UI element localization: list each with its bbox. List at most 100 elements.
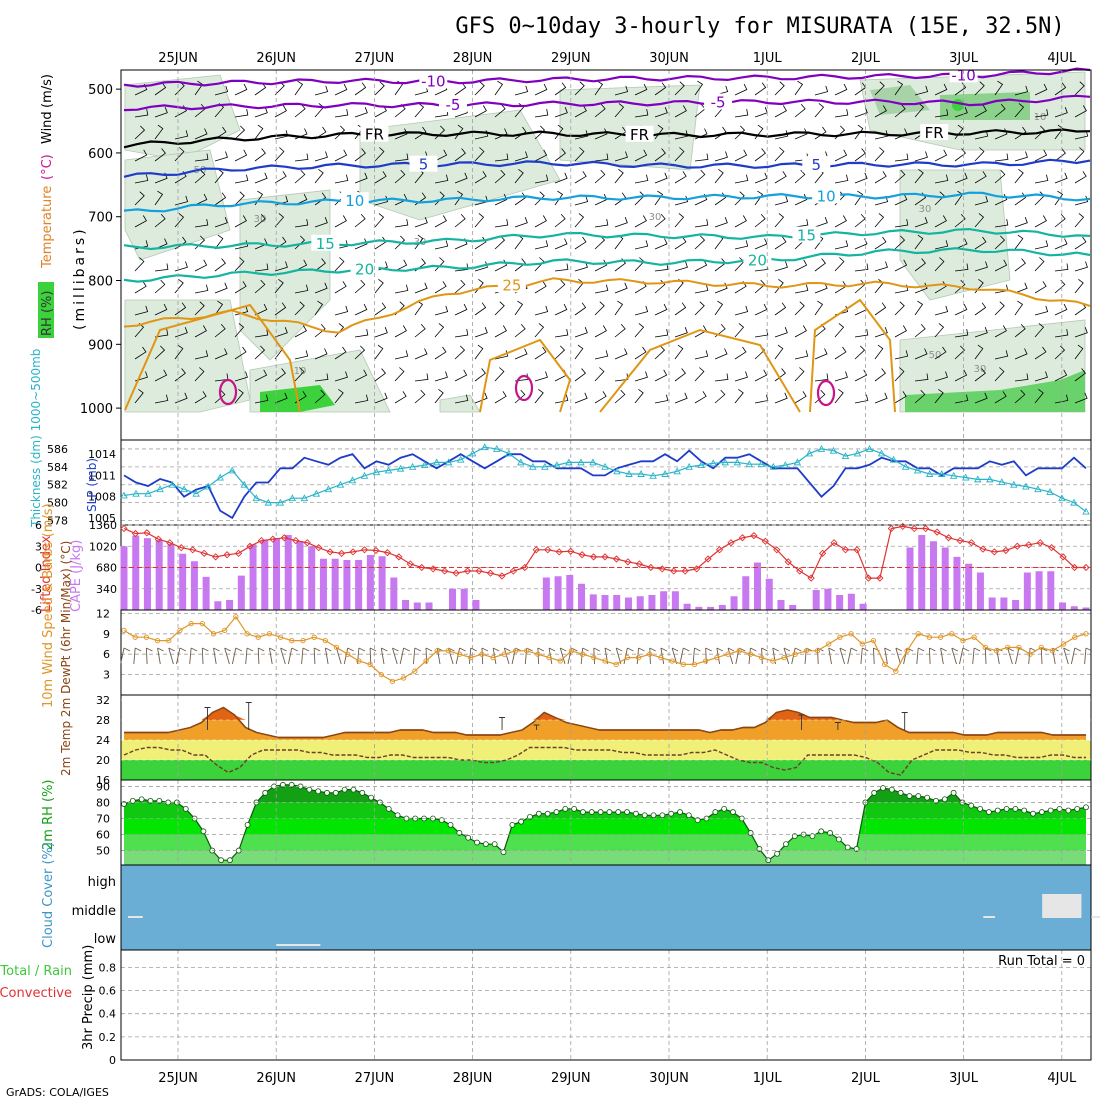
wind-barb (674, 195, 689, 206)
wind-barb-10m (287, 647, 298, 665)
wind-barb (1014, 103, 1025, 118)
wind-barb (514, 85, 529, 96)
wind-barb (174, 344, 184, 360)
contour-label-bg (920, 124, 949, 141)
wind-barb (1054, 148, 1066, 162)
wind-barb (554, 148, 566, 162)
wind-speed-point (736, 648, 742, 654)
lifted-index-point (498, 572, 506, 580)
wind-barb (594, 391, 607, 404)
wind-barb (974, 81, 985, 96)
wind-barb (634, 174, 649, 184)
wind-barb (914, 373, 929, 382)
wind-barb (314, 217, 328, 228)
wind-barb-10m (380, 647, 388, 665)
date-label-top: 1JUL (753, 51, 783, 66)
upper-millibars-label: (millibars) (72, 226, 88, 330)
thickness-point (240, 480, 249, 488)
run-total-label: Run Total = 0 (998, 954, 1085, 969)
wind-barb (474, 344, 484, 360)
wind-barb (914, 234, 924, 250)
slp-line (123, 449, 1087, 520)
wind-speed-point (680, 661, 686, 668)
cape-bar (613, 595, 621, 610)
wind-barb (1014, 348, 1028, 360)
cape-bar (777, 600, 785, 610)
wind-barb-10m (369, 647, 377, 665)
cape-bar (542, 577, 550, 610)
wind-speed-point (770, 658, 776, 664)
pressure-tick-label: 800 (88, 275, 113, 290)
cape-bar (343, 560, 351, 610)
lifted-index-point (876, 574, 884, 582)
thickness-point (613, 467, 621, 475)
wind-barb (1054, 369, 1068, 382)
rh-tick-label: 70 (96, 812, 110, 825)
lifted-index-point (395, 553, 403, 561)
wind-barb (1014, 151, 1028, 162)
wind-speed-point (870, 637, 877, 644)
temperature-contour-label: -10 (421, 72, 446, 90)
wind-barb (294, 153, 309, 162)
temp-whisker (798, 714, 805, 730)
wind-barb (134, 125, 146, 140)
wind-barb (494, 350, 509, 360)
wind-tick-label: 6 (103, 648, 110, 661)
pressure-tick-label: 1000 (80, 402, 113, 417)
rh-point (262, 789, 269, 796)
wind-barb (494, 104, 506, 118)
wind-barb (734, 109, 749, 118)
wind-speed-point (546, 654, 552, 661)
wind-barb (774, 81, 785, 96)
wind-barb-10m (593, 647, 601, 665)
wind-barb (514, 373, 529, 382)
date-label-bottom: 27JUN (355, 1071, 395, 1086)
wind-barb (794, 284, 809, 294)
wind-barb (374, 195, 389, 206)
rh-point (1030, 810, 1036, 817)
wind-barb (174, 392, 188, 404)
wind-speed-point (244, 631, 250, 637)
bottom-date-labels: 25JUN 26JUN 27JUN 28JUN 29JUN 30JUN 1JUL 2JUL 3J… (158, 1071, 1077, 1086)
rh-tick-label: 90 (96, 780, 110, 793)
wind-tick-label: 3 (103, 669, 110, 682)
wind-barb (794, 350, 809, 360)
wind-barb (234, 109, 249, 118)
rh-point (888, 786, 895, 793)
wind-barb (614, 324, 626, 338)
wind-barb (614, 168, 624, 184)
wind-barb (834, 83, 848, 96)
wind-barb (914, 324, 926, 338)
wind-speed-point (758, 654, 765, 661)
wind-barb (194, 153, 209, 162)
wind-barb (634, 371, 648, 382)
precip-tick-label: 0 (109, 1054, 116, 1067)
wind-barb (194, 259, 208, 272)
wind-barb (674, 171, 687, 184)
wind-barb (654, 303, 668, 316)
wind-barb (614, 192, 627, 206)
wind-barb (394, 350, 409, 360)
wind-barb (554, 394, 569, 404)
wind-barb (214, 300, 224, 316)
wind-barb (534, 125, 546, 140)
wind-barb-10m (176, 647, 187, 665)
wind-barb (814, 373, 829, 382)
wind-speed-point (311, 634, 317, 640)
wind-barb (694, 284, 709, 294)
thickness-point (565, 458, 573, 466)
wind-barb (554, 238, 568, 250)
wind-barb-10m (224, 647, 231, 665)
lifted-index-point (933, 528, 941, 536)
wind-barb (834, 174, 849, 184)
wind-barb (654, 214, 666, 228)
wind-barb (434, 323, 445, 338)
wind-barb (314, 85, 329, 96)
thickness-point (348, 476, 357, 484)
wind-speed-point (154, 637, 161, 644)
date-label-bottom: 28JUN (453, 1071, 493, 1086)
rh-point (1038, 809, 1045, 815)
wind-barb (674, 81, 685, 96)
wind-barb (654, 148, 666, 162)
wind-barb (994, 80, 1004, 96)
